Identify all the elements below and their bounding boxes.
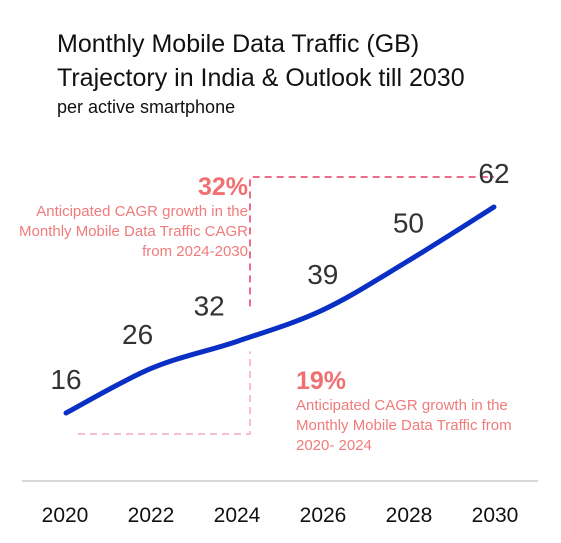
data-label-2026: 39	[307, 259, 338, 290]
x-tick-2024: 2024	[214, 504, 261, 527]
chart-title: Monthly Mobile Data Traffic (GB) Traject…	[57, 27, 465, 95]
annotation-long-term-percent: 32%	[197, 173, 248, 201]
x-tick-2030: 2030	[472, 504, 519, 527]
data-label-2020: 16	[50, 364, 81, 395]
annotation-long-term-text: Anticipated CAGR growth in the Monthly M…	[19, 203, 248, 260]
annotation-short-term-percent: 19%	[296, 367, 347, 395]
x-tick-2022: 2022	[128, 504, 175, 527]
data-label-2028: 50	[393, 208, 424, 239]
chart-subtitle: per active smartphone	[57, 97, 236, 117]
connector-2020-2024	[78, 351, 251, 435]
title-line-1: Monthly Mobile Data Traffic (GB)	[57, 30, 420, 58]
series-line	[63, 204, 497, 416]
data-label-2024: 32	[194, 290, 225, 321]
x-tick-2020: 2020	[42, 504, 89, 527]
annotation-long-term: 32% Anticipated CAGR growth in the Month…	[18, 172, 248, 262]
data-label-2030: 62	[478, 158, 509, 189]
data-label-2022: 26	[122, 319, 153, 350]
x-tick-2028: 2028	[386, 504, 433, 527]
connector-2024-2030	[249, 176, 494, 307]
x-tick-2026: 2026	[300, 504, 347, 527]
annotation-short-term: 19% Anticipated CAGR growth in the Month…	[296, 366, 536, 456]
annotation-short-term-text: Anticipated CAGR growth in the Monthly M…	[296, 397, 512, 454]
title-line-2: Trajectory in India & Outlook till 2030	[57, 64, 465, 92]
